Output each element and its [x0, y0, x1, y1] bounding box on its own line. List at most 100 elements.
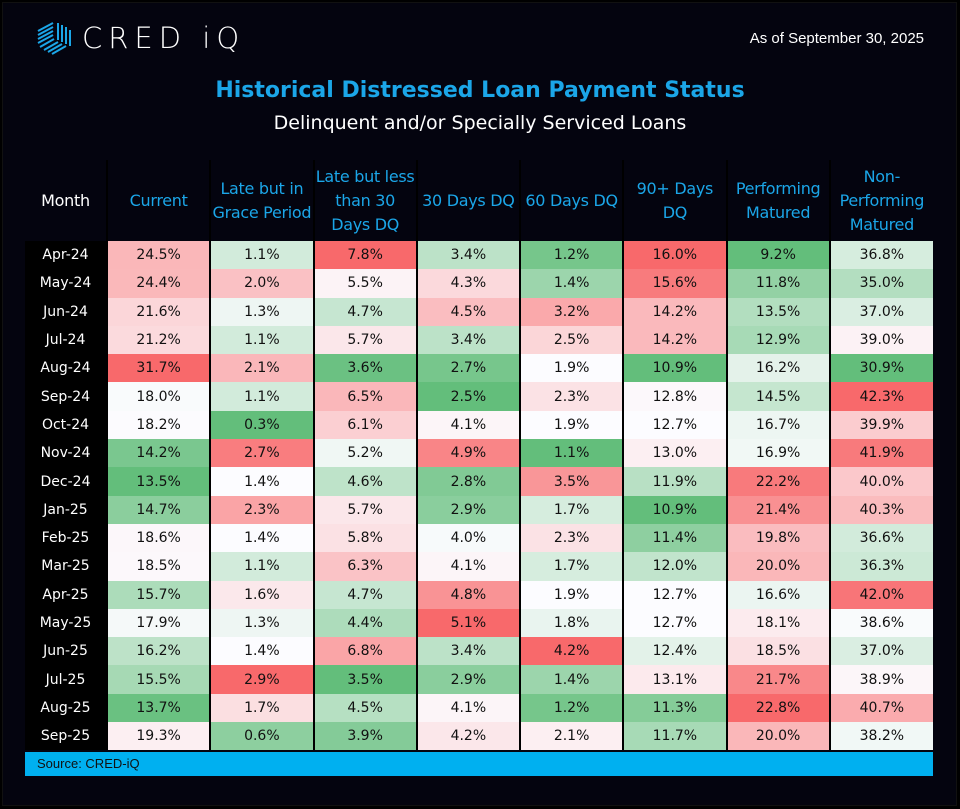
header-row: Month Current Late but in Grace Period Late…	[25, 160, 933, 241]
value-cell: 2.0%	[209, 269, 314, 298]
value-cell: 5.5%	[312, 269, 417, 298]
month-cell: Sep-24	[25, 382, 107, 411]
column-header: Month	[41, 190, 90, 210]
value-cell: 2.1%	[518, 722, 624, 751]
month-cell: Apr-24	[25, 241, 107, 270]
value-cell: 15.5%	[105, 665, 211, 694]
value-cell: 11.3%	[622, 693, 727, 723]
value-cell: 31.7%	[105, 354, 211, 383]
value-cell: 13.5%	[105, 467, 211, 496]
source-bar: Source: CRED-iQ	[25, 752, 933, 776]
value-cell: 21.6%	[105, 297, 211, 326]
chart-title: Historical Distressed Loan Payment Statu…	[215, 78, 745, 103]
month-cell: Oct-24	[25, 410, 107, 440]
value-cell: 40.0%	[828, 467, 933, 496]
value-cell: 4.1%	[415, 693, 520, 723]
value-cell: 6.1%	[312, 410, 417, 440]
value-cell: 16.7%	[725, 410, 830, 440]
value-cell: 3.6%	[312, 354, 417, 383]
month-cell: Jun-25	[25, 637, 107, 666]
value-cell: 36.6%	[828, 523, 933, 553]
value-cell: 12.0%	[622, 552, 727, 581]
value-cell: 13.7%	[105, 693, 211, 723]
value-cell: 4.6%	[312, 467, 417, 496]
value-cell: 36.3%	[828, 552, 933, 581]
value-cell: 13.0%	[622, 439, 727, 468]
column-header: Non-Performing Matured	[828, 160, 933, 241]
value-cell: 2.7%	[209, 439, 314, 468]
value-cell: 1.2%	[518, 693, 624, 723]
table-row: Oct-24 18.2% 0.3% 6.1% 4.1% 1.9% 12.7% 16.7% 39.…	[25, 410, 933, 440]
value-cell: 14.7%	[105, 495, 211, 524]
value-cell: 1.9%	[518, 354, 624, 383]
value-cell: 4.8%	[415, 580, 520, 609]
value-cell: 1.2%	[518, 241, 624, 270]
value-cell: 30.9%	[828, 354, 933, 383]
value-cell: 1.7%	[518, 495, 624, 524]
value-cell: 1.1%	[518, 439, 624, 468]
value-cell: 1.3%	[209, 297, 314, 326]
value-cell: 12.4%	[622, 637, 727, 666]
value-cell: 18.6%	[105, 523, 211, 553]
value-cell: 4.1%	[415, 552, 520, 581]
value-cell: 13.5%	[725, 297, 830, 326]
value-cell: 12.8%	[622, 382, 727, 411]
column-header: Late but in Grace Period	[209, 160, 314, 241]
value-cell: 2.3%	[518, 382, 624, 411]
month-cell: Aug-24	[25, 354, 107, 383]
value-cell: 1.9%	[518, 410, 624, 440]
month-cell: May-24	[25, 269, 107, 298]
value-cell: 1.3%	[209, 608, 314, 638]
value-cell: 19.3%	[105, 722, 211, 751]
value-cell: 18.1%	[725, 608, 830, 638]
table-row: Jun-25 16.2% 1.4% 6.8% 3.4% 4.2% 12.4% 18.5% 37.…	[25, 637, 933, 666]
value-cell: 11.4%	[622, 523, 727, 553]
month-cell: Mar-25	[25, 552, 107, 581]
month-cell: Jul-25	[25, 665, 107, 694]
value-cell: 36.8%	[828, 241, 933, 270]
column-header: 60 Days DQ	[518, 160, 624, 241]
table-row: Sep-25 19.3% 0.6% 3.9% 4.2% 2.1% 11.7% 20.0% 38.…	[25, 722, 933, 751]
value-cell: 21.4%	[725, 495, 830, 524]
value-cell: 4.2%	[518, 637, 624, 666]
value-cell: 5.1%	[415, 608, 520, 638]
value-cell: 14.5%	[725, 382, 830, 411]
value-cell: 38.9%	[828, 665, 933, 694]
value-cell: 3.9%	[312, 722, 417, 751]
value-cell: 13.1%	[622, 665, 727, 694]
value-cell: 16.6%	[725, 580, 830, 609]
value-cell: 2.5%	[518, 325, 624, 355]
column-header: Performing Matured	[725, 160, 830, 241]
value-cell: 19.8%	[725, 523, 830, 553]
table-row: Jun-24 21.6% 1.3% 4.7% 4.5% 3.2% 14.2% 13.5% 37.…	[25, 297, 933, 326]
value-cell: 10.9%	[622, 354, 727, 383]
value-cell: 6.8%	[312, 637, 417, 666]
value-cell: 18.2%	[105, 410, 211, 440]
value-cell: 4.7%	[312, 297, 417, 326]
value-cell: 4.2%	[415, 722, 520, 751]
value-cell: 4.3%	[415, 269, 520, 298]
value-cell: 1.1%	[209, 382, 314, 411]
value-cell: 20.0%	[725, 552, 830, 581]
value-cell: 24.4%	[105, 269, 211, 298]
value-cell: 1.7%	[518, 552, 624, 581]
value-cell: 20.0%	[725, 722, 830, 751]
value-cell: 39.9%	[828, 410, 933, 440]
value-cell: 42.0%	[828, 580, 933, 609]
month-cell: Feb-25	[25, 523, 107, 553]
value-cell: 12.7%	[622, 580, 727, 609]
value-cell: 2.9%	[209, 665, 314, 694]
value-cell: 4.5%	[415, 297, 520, 326]
value-cell: 5.8%	[312, 523, 417, 553]
value-cell: 22.2%	[725, 467, 830, 496]
value-cell: 2.8%	[415, 467, 520, 496]
value-cell: 3.5%	[312, 665, 417, 694]
column-header: 90+ Days DQ	[622, 160, 727, 241]
value-cell: 0.3%	[209, 410, 314, 440]
value-cell: 11.7%	[622, 722, 727, 751]
value-cell: 3.2%	[518, 297, 624, 326]
value-cell: 1.4%	[209, 523, 314, 553]
value-cell: 1.1%	[209, 241, 314, 270]
value-cell: 16.0%	[622, 241, 727, 270]
table-row: Sep-24 18.0% 1.1% 6.5% 2.5% 2.3% 12.8% 14.5% 42.…	[25, 382, 933, 411]
